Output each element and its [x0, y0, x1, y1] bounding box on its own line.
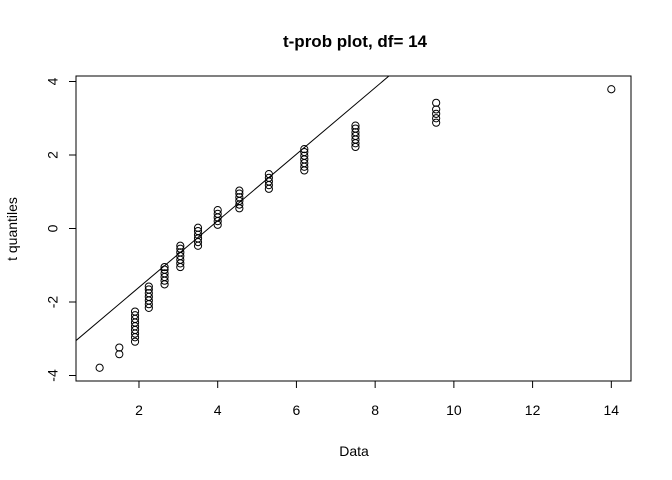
data-point [160, 265, 169, 274]
data-point [607, 85, 616, 94]
data-point [213, 209, 222, 218]
data-point [300, 151, 309, 160]
plot-frame [75, 75, 632, 382]
y-axis-label: t quantiles [4, 197, 20, 261]
data-point [176, 248, 185, 257]
data-point [130, 311, 140, 320]
data-point [144, 282, 153, 291]
data-point [115, 343, 124, 352]
x-tick-label: 10 [446, 402, 462, 418]
data-point [432, 114, 441, 123]
data-point [351, 124, 360, 133]
data-point [351, 121, 360, 130]
data-point [264, 170, 273, 179]
x-tick-label: 12 [525, 402, 541, 418]
data-point [235, 189, 244, 198]
x-tick-label: 6 [293, 402, 301, 418]
data-point [432, 109, 441, 118]
data-point [351, 128, 360, 137]
data-point [300, 147, 309, 157]
data-point [235, 193, 244, 202]
x-tick-label: 8 [371, 402, 379, 418]
reference-line-layer [76, 76, 390, 341]
data-point [235, 186, 244, 195]
data-point [160, 269, 169, 278]
data-point [130, 307, 140, 316]
data-point [176, 244, 185, 253]
data-point [130, 337, 140, 346]
data-point [432, 118, 441, 127]
x-axis: 2 4 6 8 10 12 14 [135, 380, 620, 418]
x-tick-label: 4 [214, 402, 222, 418]
x-axis-label: Data [339, 443, 369, 459]
y-tick-label: 4 [45, 77, 61, 85]
data-point [144, 289, 153, 298]
data-point [176, 241, 185, 250]
data-point [144, 285, 153, 294]
data-point [193, 223, 203, 232]
x-tick-label: 2 [135, 402, 143, 418]
data-point [115, 350, 124, 359]
reference-line [76, 76, 390, 341]
y-tick-label: 0 [45, 224, 61, 232]
y-tick-label: -2 [45, 296, 61, 309]
data-point [300, 145, 309, 154]
data-point [193, 226, 203, 236]
y-axis: -4 -2 0 2 4 [45, 77, 77, 382]
x-tick-label: 14 [604, 402, 620, 418]
y-tick-label: -4 [45, 369, 61, 382]
data-point [213, 206, 222, 215]
chart-title: t-prob plot, df= 14 [283, 32, 428, 51]
data-point [160, 262, 169, 272]
data-point [432, 105, 441, 114]
y-tick-label: 2 [45, 151, 61, 159]
points-layer [95, 85, 616, 372]
data-point [264, 173, 273, 182]
data-point [432, 98, 441, 107]
data-point [95, 363, 104, 372]
